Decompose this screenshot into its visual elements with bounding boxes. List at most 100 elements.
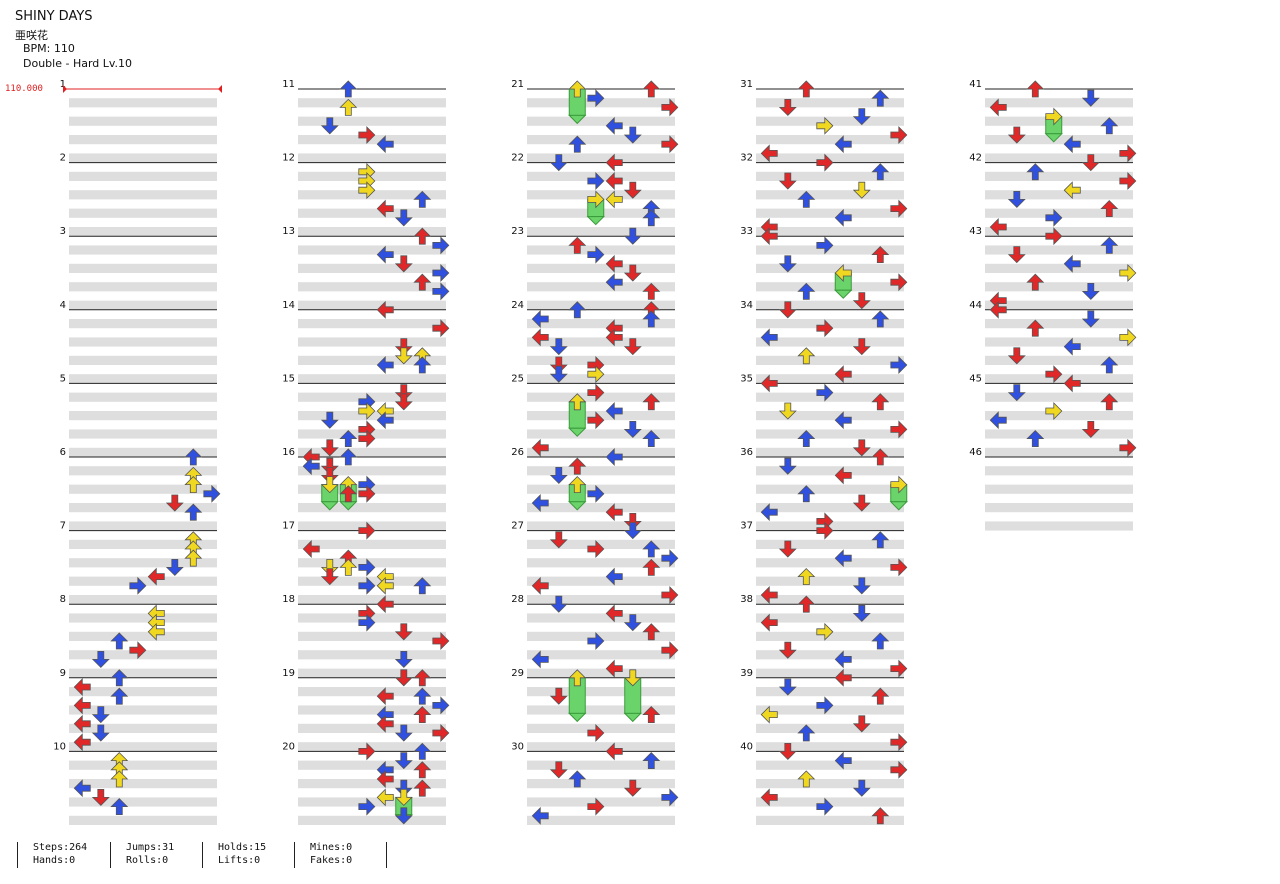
arrow-right-icon	[587, 797, 605, 816]
beat-band	[69, 466, 217, 476]
arrow-up-icon	[797, 568, 816, 585]
arrow-right-icon	[1119, 264, 1137, 282]
arrow-up-icon	[568, 80, 587, 98]
arrow-down-icon	[394, 807, 413, 825]
arrow-up-icon	[568, 393, 587, 411]
arrow-down-icon	[165, 494, 184, 512]
beat-band	[527, 613, 675, 623]
beat-band	[69, 815, 217, 825]
beat-band	[985, 98, 1133, 108]
arrow-up-icon	[110, 798, 129, 815]
beat-band	[985, 319, 1133, 329]
arrow-up-icon	[568, 301, 587, 319]
beat-band	[69, 539, 217, 549]
beat-band	[756, 539, 904, 549]
arrow-left-icon	[605, 116, 623, 135]
beat-band	[69, 208, 217, 218]
arrow-down-icon	[394, 779, 413, 797]
beat-band	[756, 742, 904, 752]
beat-band	[527, 447, 675, 457]
arrow-left-icon	[376, 714, 394, 733]
arrow-down-icon	[1007, 347, 1026, 365]
arrow-down-icon	[852, 181, 871, 199]
beat-band	[69, 558, 217, 568]
measure-number: 10	[53, 741, 66, 752]
beat-band	[298, 429, 446, 439]
beat-band	[527, 190, 675, 200]
arrow-left-icon	[531, 310, 549, 328]
beat-band	[298, 447, 446, 457]
arrow-up-icon	[642, 752, 661, 769]
beat-band	[985, 135, 1133, 145]
arrow-down-icon	[1007, 126, 1026, 144]
measure-number: 16	[282, 447, 295, 458]
arrow-down-icon	[852, 338, 871, 356]
arrow-down-icon	[778, 743, 797, 760]
arrow-left-icon	[605, 659, 623, 678]
arrow-left-icon	[73, 714, 91, 733]
arrow-left-icon	[834, 411, 852, 430]
arrow-left-icon	[376, 245, 394, 264]
arrow-left-icon	[605, 172, 623, 190]
arrow-up-icon	[413, 761, 432, 779]
beat-band	[298, 98, 446, 108]
arrow-down-icon	[394, 347, 413, 365]
beat-band	[756, 227, 904, 237]
arrow-up-icon	[642, 430, 661, 448]
arrow-down-icon	[394, 623, 413, 641]
beat-band	[756, 245, 904, 255]
measure-number: 26	[511, 447, 524, 458]
arrow-down-icon	[320, 466, 339, 484]
arrow-left-icon	[531, 806, 549, 825]
beat-band	[527, 319, 675, 329]
beat-band	[527, 263, 675, 273]
arrow-left-icon	[605, 402, 623, 420]
arrow-right-icon	[587, 89, 605, 108]
beat-band	[527, 466, 675, 476]
arrow-left-icon	[531, 438, 549, 457]
beat-band	[985, 484, 1133, 494]
arrow-right-icon	[890, 760, 908, 779]
arrow-down-icon	[623, 338, 642, 356]
beat-band	[69, 245, 217, 255]
stat-steps: Steps:264	[33, 842, 88, 853]
arrow-up-icon	[642, 558, 661, 576]
measure-number: 43	[969, 226, 982, 237]
arrow-left-icon	[605, 567, 623, 586]
beat-band	[985, 263, 1133, 273]
arrow-up-icon	[871, 687, 890, 705]
arrow-left-icon	[376, 300, 394, 319]
arrow-up-icon	[110, 770, 129, 788]
beat-band	[756, 705, 904, 715]
stats-divider	[202, 842, 203, 868]
beat-band	[756, 429, 904, 439]
hold-tail	[568, 427, 587, 437]
arrow-down-icon	[623, 181, 642, 199]
beat-band	[756, 153, 904, 163]
beat-band	[69, 447, 217, 457]
arrow-up-icon	[339, 485, 358, 503]
arrow-down-icon	[394, 669, 413, 687]
stat-jumps: Jumps:31	[126, 842, 175, 853]
arrow-right-icon	[587, 411, 605, 430]
arrow-right-icon	[358, 521, 376, 540]
arrow-down-icon	[778, 678, 797, 696]
beat-band	[298, 742, 446, 752]
beat-band	[298, 411, 446, 421]
arrow-left-icon	[376, 770, 394, 788]
measure-number: 4	[60, 300, 66, 311]
measure-number: 11	[282, 79, 295, 90]
beat-band	[69, 668, 217, 678]
beat-band	[985, 374, 1133, 384]
arrow-up-icon	[871, 89, 890, 107]
arrow-up-icon	[110, 632, 129, 650]
arrow-up-icon	[568, 476, 587, 494]
beat-band	[298, 631, 446, 641]
beat-band	[527, 135, 675, 145]
beat-band	[985, 282, 1133, 292]
song-bpm: BPM: 110	[23, 42, 75, 55]
arrow-up-icon	[797, 190, 816, 208]
arrow-up-icon	[1100, 236, 1119, 254]
beat-band	[69, 687, 217, 697]
beat-band	[298, 687, 446, 697]
